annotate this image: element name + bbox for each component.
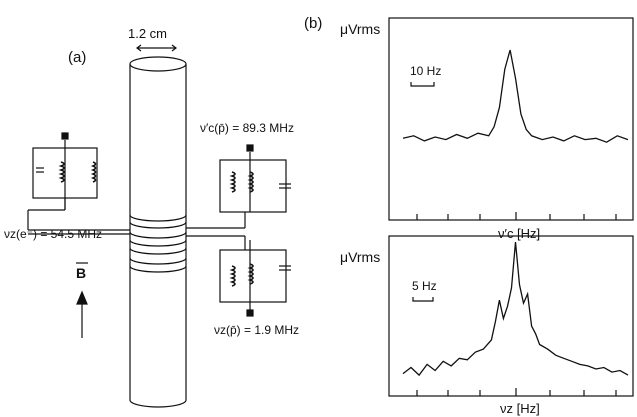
plot-top-scale-bar — [410, 82, 435, 87]
dimension-arrow — [136, 44, 177, 52]
panel-b-label: (b) — [304, 15, 322, 32]
plot-bottom-ylabel: μVrms — [340, 249, 380, 265]
antiproton-axial-frequency: νz(p̄) = 1.9 MHz — [214, 323, 299, 337]
plot-bottom-ticks — [416, 388, 617, 396]
field-label: B — [76, 265, 86, 281]
lc-resonant-circuit-cyclotron — [219, 144, 291, 228]
dimension-label: 1.2 cm — [128, 26, 167, 41]
plot-bottom-scale-bar — [412, 297, 434, 302]
lc-resonant-circuit-left — [27, 132, 98, 230]
plot-bottom-frame — [388, 235, 634, 397]
plot-top-xlabel: ν′c [Hz] — [498, 226, 540, 241]
plot-top-ylabel: μVrms — [340, 21, 380, 37]
plot-bottom-xlabel: νz [Hz] — [500, 401, 540, 416]
plot-top-frame — [388, 17, 634, 221]
lc-resonant-circuit-axial — [219, 236, 291, 317]
plot-top-ticks — [416, 212, 617, 220]
electron-axial-frequency: νz(e⁻) = 54.5 MHz — [4, 227, 102, 241]
plot-bottom-scale-label: 5 Hz — [412, 279, 437, 293]
plot-top-scale-label: 10 Hz — [410, 64, 441, 78]
series-cyclotron-line — [402, 49, 629, 143]
trap-electrode-stack — [129, 56, 187, 408]
antiproton-cyclotron-frequency: ν′c(p̄) = 89.3 MHz — [200, 121, 294, 135]
series-axial-line — [402, 241, 629, 377]
field-arrow-icon — [76, 290, 88, 338]
panel-a-label: (a) — [68, 49, 86, 66]
